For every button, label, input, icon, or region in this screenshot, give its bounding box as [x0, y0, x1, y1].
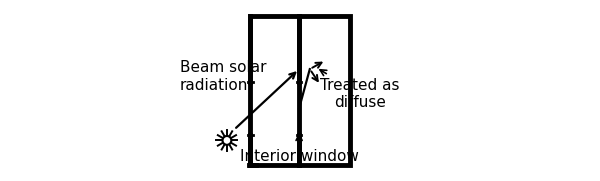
Text: Treated as
diffuse: Treated as diffuse: [320, 70, 400, 110]
Text: Interior window: Interior window: [239, 134, 359, 165]
Text: Beam solar
radiation: Beam solar radiation: [180, 60, 266, 93]
